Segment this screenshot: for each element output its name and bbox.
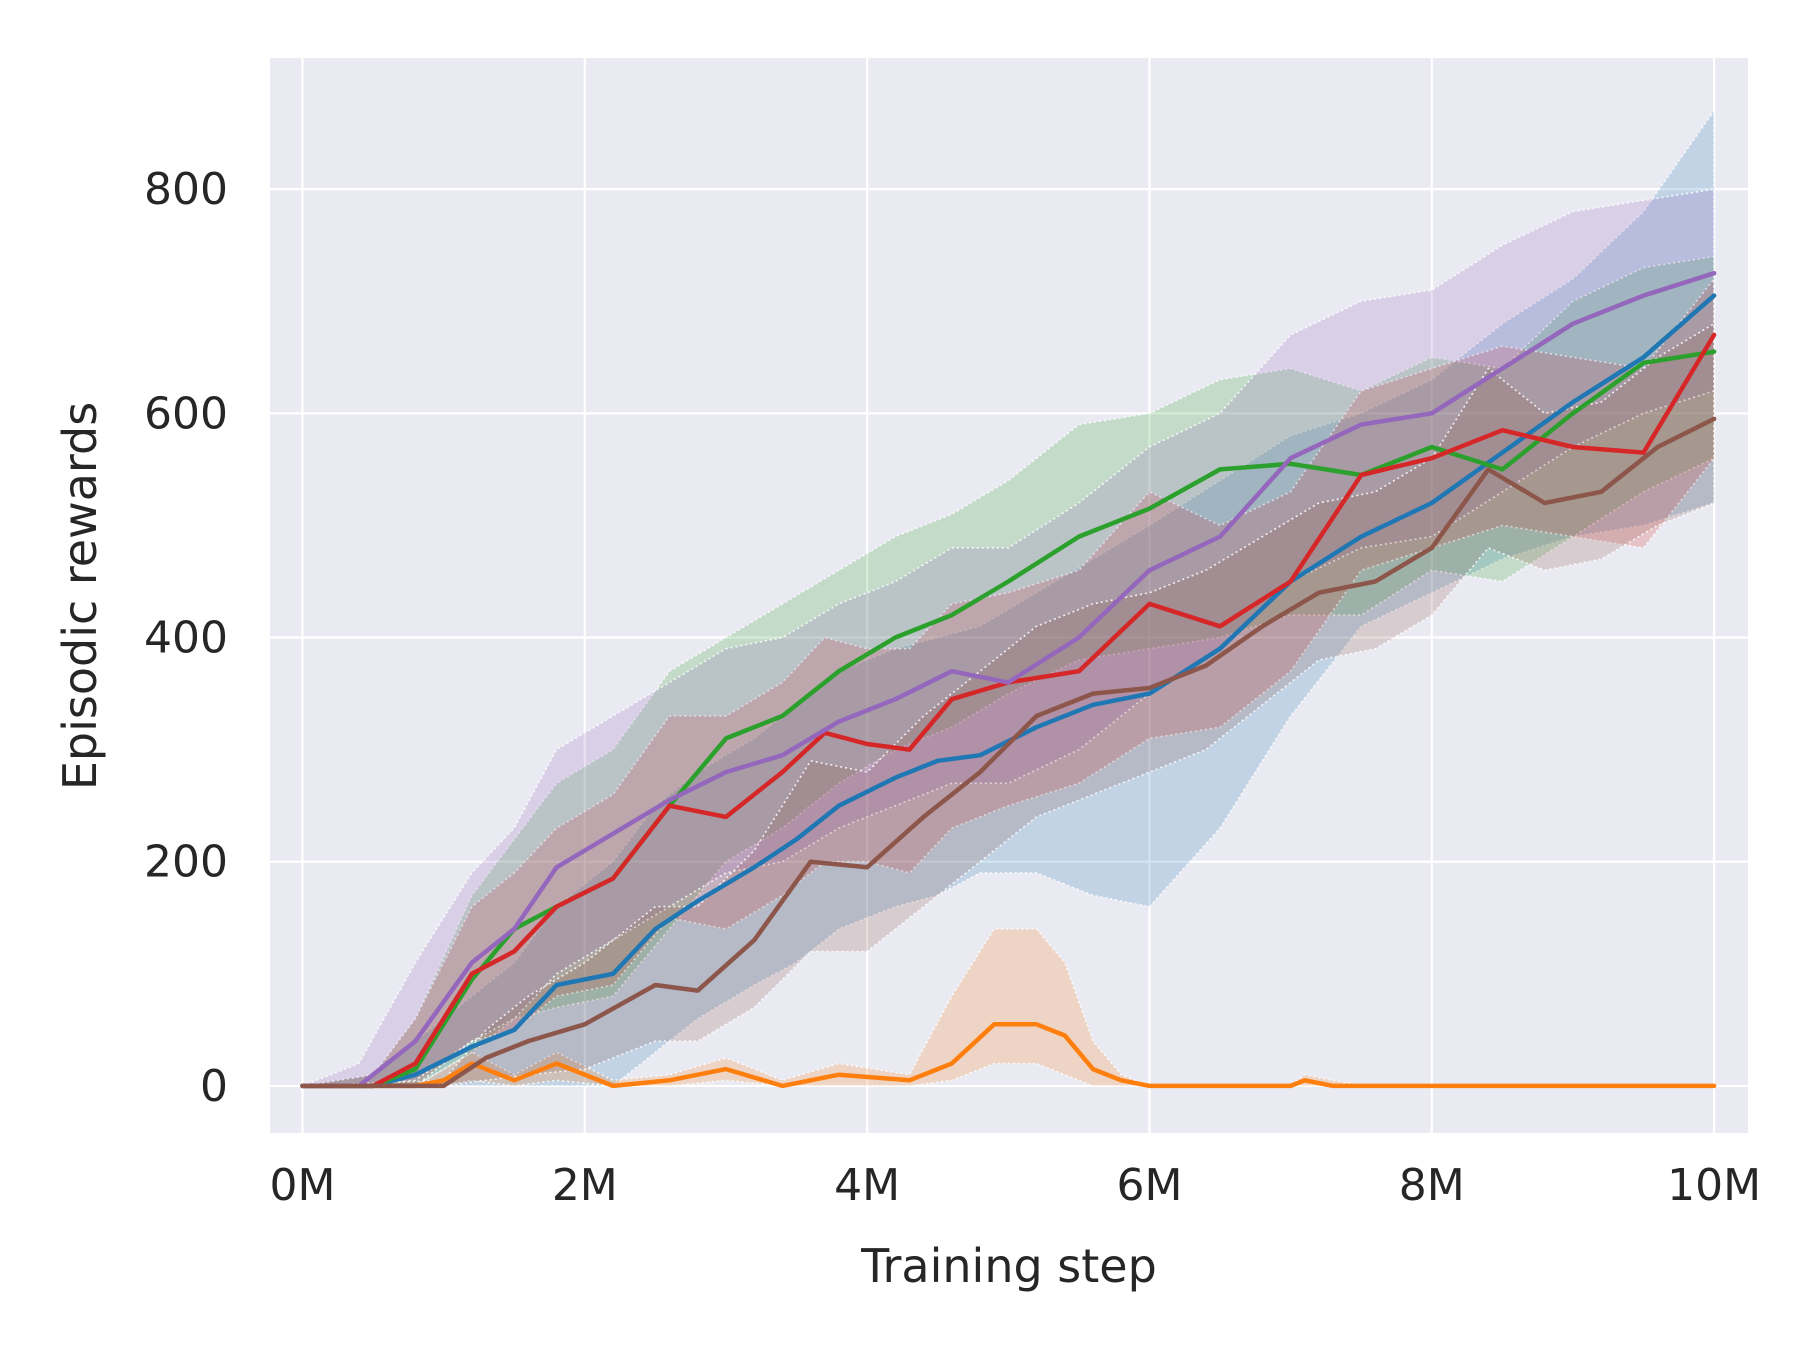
x-tick-labels: 0M 2M 4M 6M 8M 10M bbox=[269, 1160, 1761, 1211]
series-2-band bbox=[302, 928, 1715, 1087]
x-tick-label: 6M bbox=[1116, 1160, 1182, 1211]
series-1-band bbox=[302, 108, 1715, 1087]
plot-background bbox=[270, 58, 1748, 1133]
series-5-band bbox=[302, 188, 1715, 1087]
series-6-band bbox=[302, 322, 1715, 1087]
series-3-band bbox=[302, 255, 1715, 1087]
x-axis-label: Training step bbox=[860, 1239, 1157, 1293]
y-axis-label: Episodic rewards bbox=[53, 402, 107, 790]
x-tick-label: 0M bbox=[269, 1160, 335, 1211]
series-5-line bbox=[300, 270, 1717, 1089]
y-tick-label: 800 bbox=[144, 164, 228, 215]
x-tick-label: 10M bbox=[1667, 1160, 1761, 1211]
series-1-line bbox=[300, 293, 1717, 1089]
y-tick-label: 600 bbox=[144, 388, 228, 439]
x-tick-label: 2M bbox=[552, 1160, 618, 1211]
series-6-line bbox=[300, 416, 1717, 1089]
series-lines bbox=[300, 270, 1717, 1089]
series-2-line bbox=[300, 1022, 1717, 1089]
y-tick-label: 200 bbox=[144, 837, 228, 888]
y-tick-label: 400 bbox=[144, 613, 228, 664]
series-4-line bbox=[300, 332, 1717, 1089]
grid bbox=[270, 58, 1748, 1133]
y-tick-labels: 0 200 400 600 800 bbox=[144, 164, 228, 1112]
x-tick-label: 4M bbox=[834, 1160, 900, 1211]
y-tick-label: 0 bbox=[200, 1061, 228, 1112]
x-tick-label: 8M bbox=[1399, 1160, 1465, 1211]
